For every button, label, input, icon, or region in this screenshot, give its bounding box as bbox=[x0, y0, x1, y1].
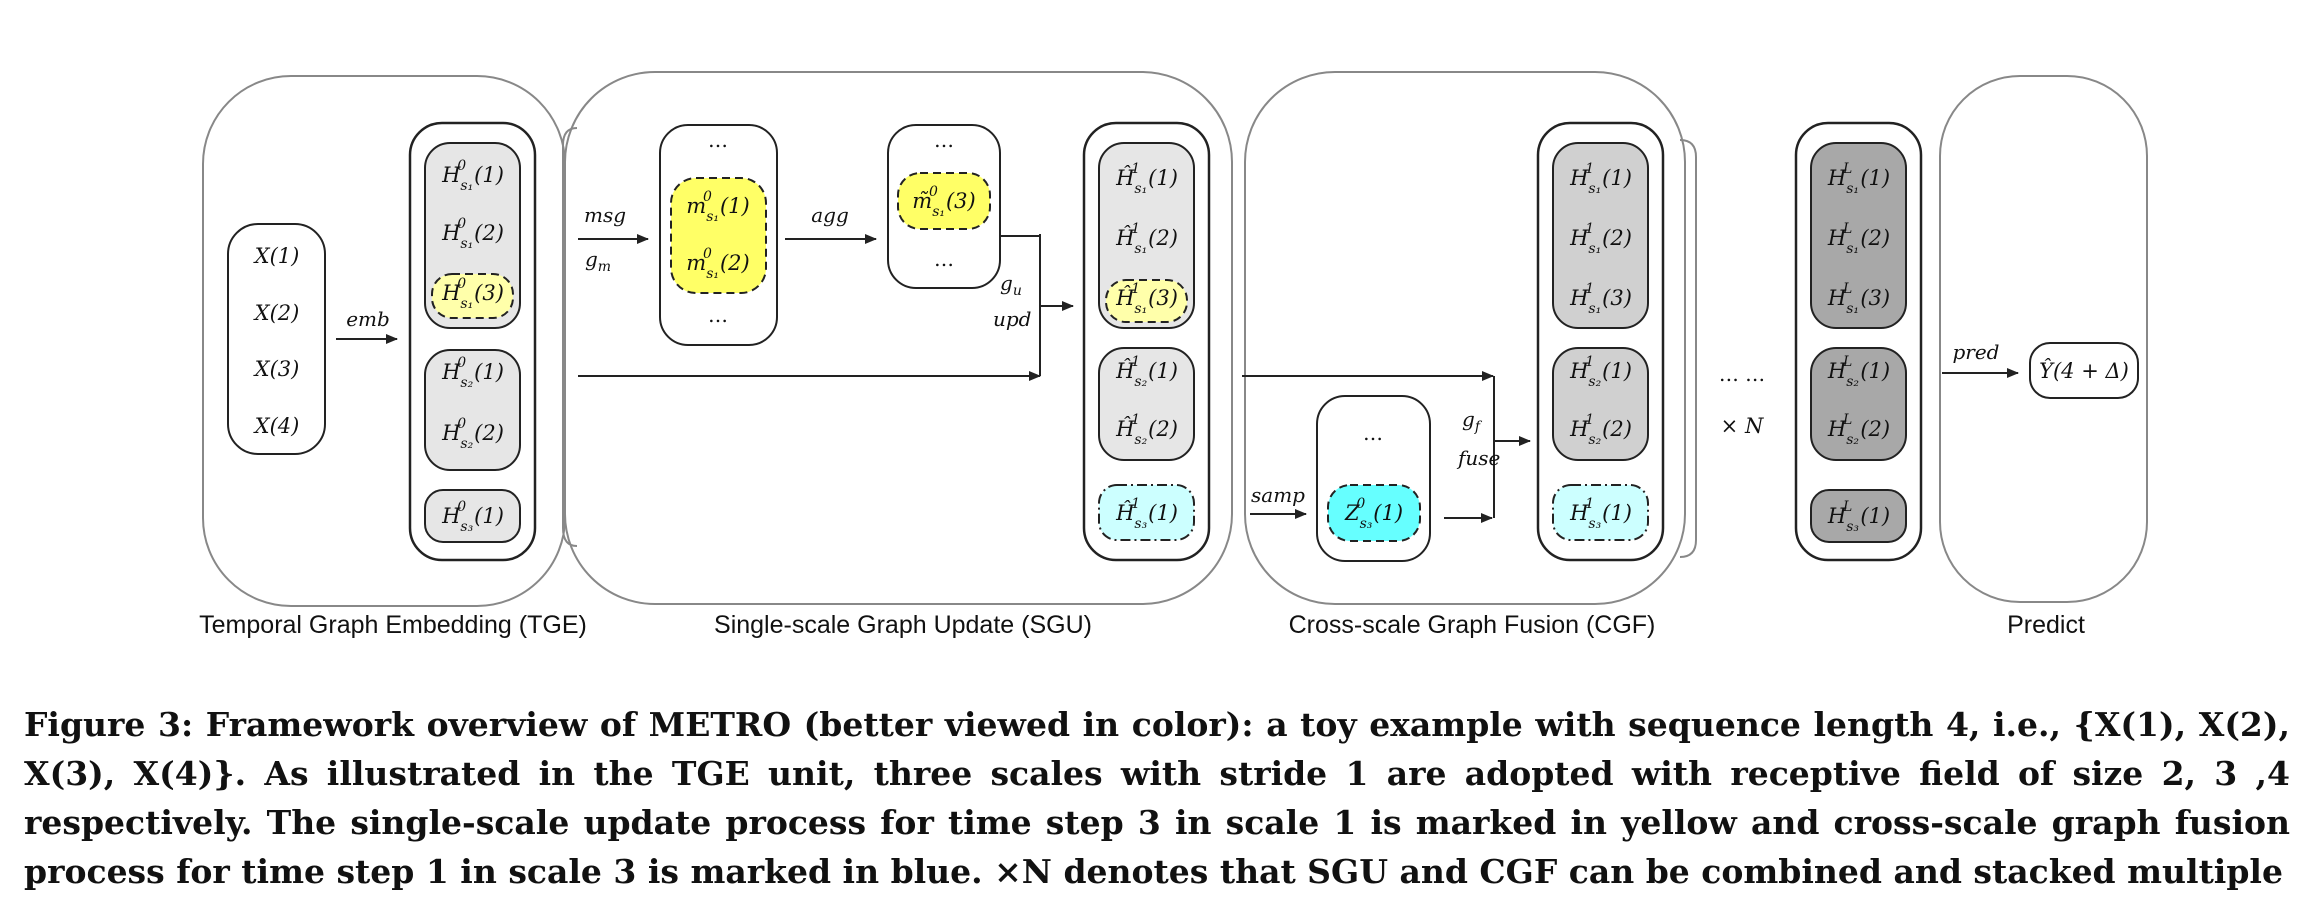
message-highlight bbox=[670, 177, 767, 294]
msg-label: msg bbox=[584, 203, 626, 227]
final-scale1-group bbox=[1810, 142, 1907, 329]
message-bottom-ellipsis: … bbox=[708, 303, 728, 327]
sample-highlight bbox=[1327, 484, 1421, 542]
fuse-label: fuse bbox=[1456, 446, 1500, 470]
figure-caption: Figure 3: Framework overview of METRO (b… bbox=[24, 700, 2290, 896]
sgu-label: Single-scale Graph Update (SGU) bbox=[714, 611, 1092, 639]
sgu-scale2-group bbox=[1098, 347, 1195, 461]
caption-text: Figure 3: Framework overview of METRO (b… bbox=[24, 705, 2290, 891]
predict-panel bbox=[1939, 75, 2148, 603]
tge-scale3-group bbox=[424, 489, 521, 543]
stack-bracket-left bbox=[562, 127, 578, 547]
tge-scale2-group bbox=[424, 349, 521, 471]
gu-label: gu bbox=[1000, 271, 1022, 299]
input-sequence-box bbox=[227, 223, 326, 455]
sgu-h-s1-3-highlight bbox=[1105, 279, 1188, 323]
input-x1: X(1) bbox=[253, 244, 300, 268]
cgf-label: Cross-scale Graph Fusion (CGF) bbox=[1289, 611, 1656, 639]
emb-label: emb bbox=[346, 307, 390, 331]
sgu-scale3-group bbox=[1098, 484, 1195, 541]
repeat-ellipsis: … … bbox=[1719, 362, 1765, 386]
cgf-h-s1-3: Hs₁1 (3) bbox=[1569, 281, 1632, 317]
sample-ellipsis: … bbox=[1363, 421, 1383, 445]
cgf-scale1-group bbox=[1552, 142, 1649, 329]
input-x2: X(2) bbox=[253, 301, 300, 325]
predict-label: Predict bbox=[2007, 611, 2085, 639]
aggregate-bottom-ellipsis: … bbox=[934, 247, 954, 271]
cgf-scale3-group bbox=[1552, 484, 1649, 541]
pred-label: pred bbox=[1952, 340, 1999, 364]
repeat-times-n: × N bbox=[1721, 414, 1764, 438]
input-x4: X(4) bbox=[253, 414, 300, 438]
aggregate-top-ellipsis: … bbox=[934, 128, 954, 152]
framework-diagram: Temporal Graph Embedding (TGE) Single-sc… bbox=[199, 71, 2148, 639]
cgf-scale2-group bbox=[1552, 347, 1649, 461]
stack-bracket-right bbox=[1679, 139, 1697, 558]
aggregate-highlight bbox=[897, 172, 991, 230]
gf-label: gf bbox=[1462, 407, 1483, 435]
upd-label: upd bbox=[993, 307, 1032, 331]
input-x3: X(3) bbox=[253, 357, 300, 381]
agg-label: agg bbox=[811, 203, 849, 227]
output-y-hat: Ŷ(4 + Δ) bbox=[2039, 359, 2129, 383]
final-scale2-group bbox=[1810, 347, 1907, 461]
tge-h-s1-3-highlight bbox=[431, 273, 514, 319]
final-scale3-group bbox=[1810, 489, 1907, 543]
samp-label: samp bbox=[1251, 483, 1305, 507]
tge-label: Temporal Graph Embedding (TGE) bbox=[199, 611, 587, 639]
cgf-panel bbox=[1244, 71, 1686, 605]
message-top-ellipsis: … bbox=[708, 128, 728, 152]
output-box bbox=[2029, 342, 2139, 399]
sgu-panel bbox=[564, 71, 1233, 605]
gm-label: gm bbox=[585, 247, 611, 275]
